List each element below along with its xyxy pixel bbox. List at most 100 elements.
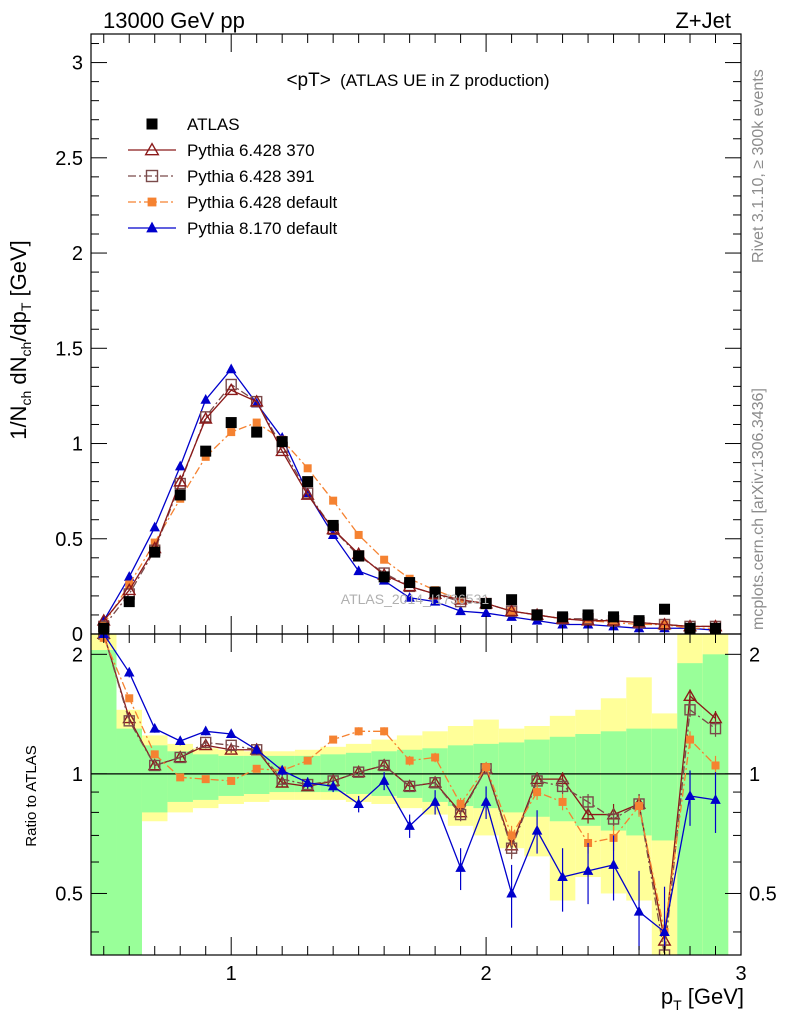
- data-point: [144, 142, 160, 156]
- green-band-bin: [218, 755, 244, 796]
- main-y-tick-label: 1.5: [55, 338, 83, 360]
- data-point: [455, 862, 466, 872]
- data-point: [302, 776, 313, 787]
- ratio-y-axis: 0.5 0.5 1 1 2 2: [55, 644, 777, 933]
- data-point: [173, 474, 188, 487]
- green-band-bin: [651, 728, 678, 841]
- data-point: [506, 594, 518, 606]
- main-panel: 0 0.5 1 1.5 2 2.5 3 1 2 3 ATLAS Pythia 6.428 370 Pyt…: [55, 33, 747, 985]
- data-point: [608, 611, 620, 623]
- legend-entry: ATLAS: [146, 115, 240, 134]
- legend-label: Pythia 8.170 default: [187, 219, 338, 238]
- data-point: [123, 666, 135, 677]
- x-tick-label: 3: [735, 963, 746, 985]
- data-point: [531, 609, 543, 621]
- data-point: [302, 476, 314, 488]
- data-point: [174, 735, 186, 746]
- data-point: [225, 739, 237, 752]
- data-point: [249, 394, 264, 407]
- data-point: [198, 411, 213, 424]
- data-point: [557, 611, 569, 623]
- data-point: [429, 777, 441, 789]
- x-tick-label: 1: [226, 963, 237, 985]
- data-point: [558, 797, 567, 806]
- main-y-tick-label: 1: [72, 434, 83, 456]
- data-point: [329, 735, 338, 744]
- data-point: [403, 780, 416, 793]
- ratio-y-axis-title: Ratio to ATLAS: [23, 745, 40, 846]
- data-point: [251, 744, 262, 754]
- data-point: [581, 807, 596, 820]
- data-point: [684, 790, 696, 800]
- data-point: [200, 725, 211, 736]
- ratio-series-group: [98, 634, 721, 951]
- data-point: [709, 722, 722, 735]
- legend-entry: Pythia 6.428 default: [128, 193, 338, 212]
- data-point: [149, 722, 160, 733]
- data-point: [380, 555, 389, 564]
- data-point: [480, 796, 492, 806]
- data-point: [173, 750, 188, 763]
- data-point: [404, 820, 415, 830]
- data-point: [354, 530, 363, 539]
- data-point: [327, 519, 339, 531]
- data-point: [224, 742, 239, 755]
- data-point: [353, 798, 364, 808]
- data-point: [275, 775, 290, 788]
- ratio-y-tick-label: 2: [72, 644, 83, 666]
- main-y-axis: 0 0.5 1 1.5 2 2.5 3: [55, 43, 741, 646]
- data-point: [633, 905, 645, 916]
- data-point: [149, 759, 161, 772]
- plot-title-main: <pT>: [286, 70, 330, 91]
- data-point: [329, 496, 338, 505]
- data-point: [174, 460, 186, 471]
- data-point: [582, 796, 594, 808]
- green-band-bin: [498, 742, 525, 813]
- data-point: [174, 489, 186, 501]
- data-point: [378, 759, 390, 772]
- data-point: [200, 393, 211, 404]
- uncertainty-bands: [91, 634, 729, 955]
- data-point: [429, 796, 441, 806]
- data-point: [300, 487, 315, 500]
- main-y-tick-label: 2: [72, 243, 83, 265]
- legend-entry: Pythia 6.428 391: [128, 167, 315, 186]
- data-point: [455, 586, 467, 598]
- data-point: [174, 751, 186, 764]
- x-axis: 1 2 3: [103, 34, 747, 985]
- data-point: [455, 605, 466, 616]
- data-point: [353, 565, 364, 576]
- legend-entry: Pythia 6.428 370: [128, 141, 315, 160]
- main-y-tick-label: 0.5: [55, 529, 83, 551]
- legend-label: Pythia 6.428 391: [187, 167, 315, 186]
- rivet-label: Rivet 3.1.10, ≥ 300k events: [750, 69, 767, 263]
- green-band-bin: [447, 745, 474, 807]
- legend: ATLAS Pythia 6.428 370 Pythia 6.428 391 Pyt…: [128, 115, 338, 238]
- data-point: [684, 704, 696, 716]
- green-band-bin: [116, 728, 142, 955]
- main-y-tick-label: 2.5: [55, 148, 83, 170]
- main-frame: [90, 33, 742, 635]
- energy-label: 13000 GeV pp: [103, 8, 245, 33]
- data-point: [225, 363, 237, 374]
- main-y-axis-title: 1/Nch dNch/dpT [GeV]: [6, 240, 34, 440]
- data-point: [582, 609, 594, 621]
- data-point: [556, 780, 569, 793]
- plot-title: <pT> (ATLAS UE in Z production): [286, 70, 549, 91]
- data-point: [405, 756, 414, 765]
- data-point: [201, 452, 210, 461]
- plot-title-sub: (ATLAS UE in Z production): [340, 71, 549, 90]
- x-axis-title: pT [GeV]: [661, 984, 744, 1013]
- data-point: [504, 603, 519, 617]
- x-tick-label: 2: [481, 963, 492, 985]
- data-point: [251, 426, 263, 438]
- data-point: [125, 694, 134, 703]
- analysis-watermark: ATLAS_2014_I1736531: [341, 591, 490, 607]
- data-point: [303, 464, 312, 473]
- data-point: [431, 753, 440, 762]
- data-point: [404, 577, 416, 589]
- green-band-bin: [626, 728, 652, 836]
- data-point: [200, 736, 212, 749]
- data-point: [201, 775, 210, 784]
- data-point: [711, 761, 720, 770]
